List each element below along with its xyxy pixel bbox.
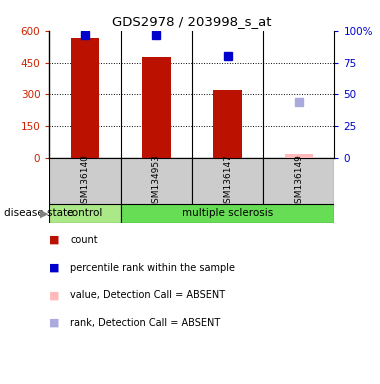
Bar [71, 38, 99, 158]
Text: rank, Detection Call = ABSENT: rank, Detection Call = ABSENT [70, 318, 220, 328]
Bar [285, 154, 313, 158]
Text: multiple sclerosis: multiple sclerosis [182, 209, 273, 218]
Bar [49, 158, 121, 204]
Text: count: count [70, 235, 98, 245]
Bar [263, 158, 334, 204]
Bar [142, 57, 171, 158]
Bar [49, 204, 121, 223]
Text: GSM136147: GSM136147 [223, 154, 232, 209]
Text: ■: ■ [49, 318, 60, 328]
Bar [213, 90, 242, 158]
Text: disease state: disease state [4, 209, 73, 218]
Text: ■: ■ [49, 290, 60, 300]
Text: ■: ■ [49, 263, 60, 273]
Text: percentile rank within the sample: percentile rank within the sample [70, 263, 235, 273]
Text: value, Detection Call = ABSENT: value, Detection Call = ABSENT [70, 290, 225, 300]
Text: ▶: ▶ [40, 209, 48, 218]
Bar [121, 204, 334, 223]
Text: GSM134953: GSM134953 [152, 154, 161, 209]
Bar [192, 158, 263, 204]
Text: control: control [67, 209, 103, 218]
Text: GSM136149: GSM136149 [294, 154, 303, 209]
Text: ■: ■ [49, 235, 60, 245]
Title: GDS2978 / 203998_s_at: GDS2978 / 203998_s_at [112, 15, 272, 28]
Text: GSM136140: GSM136140 [81, 154, 90, 209]
Bar [121, 158, 192, 204]
